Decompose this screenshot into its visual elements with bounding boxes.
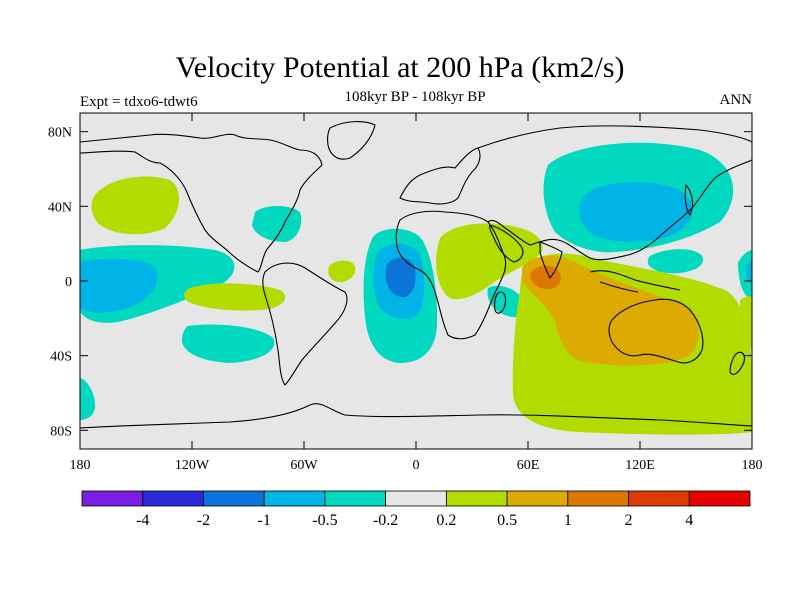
contour-indian-ocean-max	[530, 265, 561, 290]
contour-indo-australia-positive	[522, 256, 699, 366]
x-tick-label: 120E	[625, 458, 655, 473]
colorbar-box	[445, 490, 508, 507]
contour-atlantic-min	[385, 257, 416, 298]
contour-eq-pacific-core	[80, 258, 158, 313]
colorbar-labels: -4 -2 -1 -0.5 -0.2 0.2 0.5 1 2 4	[136, 512, 693, 529]
colorbar-box	[385, 490, 447, 507]
contour-africa-arabia-positive	[436, 223, 543, 300]
y-tick-label: 80N	[48, 126, 72, 141]
colorbar-box	[628, 490, 690, 507]
y-tick-label: 40N	[48, 200, 72, 215]
colorbar-box	[142, 490, 204, 507]
colorbar-label: 4	[685, 512, 693, 529]
contour-dateline-core	[745, 262, 752, 284]
colorbar-label: 2	[625, 512, 633, 529]
colorbar-box	[81, 490, 144, 507]
coast-australia	[608, 298, 704, 364]
contour-sw-pacific-positive	[740, 296, 752, 350]
contour-s-atlantic-positive	[328, 260, 356, 283]
colorbar-label: -0.5	[312, 512, 337, 529]
coast-south-america	[262, 262, 348, 386]
contour-subtrop-pacific-positive	[184, 283, 286, 311]
contour-sw-pacific-negative	[80, 378, 96, 420]
x-tick-label: 60W	[290, 458, 318, 473]
colorbar-label: -4	[136, 512, 149, 529]
contour-n-pacific-positive	[91, 176, 180, 235]
colorbar-box	[567, 490, 629, 507]
x-axis: 180 120W 60W 0 60E 120E 180	[70, 113, 763, 473]
contour-class-m2-m1	[385, 257, 416, 298]
x-tick-label: 120W	[175, 458, 210, 473]
coast-europe	[399, 147, 481, 205]
colorbar-box	[263, 490, 326, 507]
y-axis: 80N 40N 0 40S 80S	[48, 126, 752, 439]
coast-greenland	[327, 121, 376, 160]
coast-north-america	[80, 133, 323, 273]
y-tick-label: 80S	[50, 424, 72, 439]
x-tick-label: 0	[413, 458, 420, 473]
contour-class-p1-p2	[530, 265, 561, 290]
map-panel	[80, 113, 752, 449]
colorbar	[81, 490, 751, 507]
coast-india	[539, 241, 563, 279]
colorbar-label: 0.2	[436, 512, 456, 529]
colorbar-label: -1	[258, 512, 271, 529]
colorbar-box	[506, 490, 569, 507]
coast-africa	[395, 210, 507, 340]
colorbar-box	[688, 490, 751, 507]
colorbar-label: 0.5	[497, 512, 517, 529]
contour-dateline-negative	[738, 250, 752, 300]
colorbar-label: -0.2	[373, 512, 398, 529]
coast-japan	[684, 184, 694, 216]
coast-asia	[477, 125, 752, 261]
coastlines	[80, 121, 752, 429]
coast-madagascar	[494, 291, 507, 314]
coast-arabia	[489, 224, 524, 263]
x-tick-label: 180	[742, 458, 763, 473]
map-title: Velocity Potential at 200 hPa (km2/s)	[175, 51, 625, 84]
contour-s-pacific-negative	[182, 324, 275, 363]
x-tick-label: 60E	[517, 458, 540, 473]
coast-antarctica	[80, 403, 752, 429]
colorbar-box	[203, 490, 265, 507]
experiment-label: Expt = tdxo6-tdwt6	[80, 94, 198, 110]
y-tick-label: 40S	[50, 350, 72, 365]
y-tick-label: 0	[65, 275, 72, 290]
colorbar-box	[324, 490, 387, 507]
coast-indonesia	[589, 270, 681, 293]
x-tick-label: 180	[70, 458, 91, 473]
coast-new-zealand	[729, 351, 745, 375]
season-label: ANN	[719, 92, 753, 108]
contour-class-p05-p1	[522, 256, 699, 366]
contour-w-pacific-negative	[647, 249, 704, 274]
contour-nw-pacific-core	[579, 182, 693, 242]
colorbar-label: 1	[564, 512, 572, 529]
map-subtitle: 108kyr BP - 108kyr BP	[344, 89, 486, 105]
colorbar-label: -2	[197, 512, 210, 529]
